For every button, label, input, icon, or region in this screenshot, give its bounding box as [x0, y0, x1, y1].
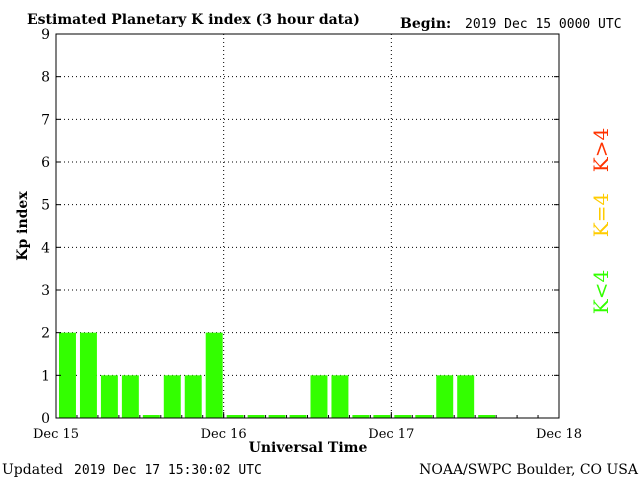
kp-bar [205, 332, 223, 418]
y-tick-label: 0 [41, 411, 50, 427]
legend-below: K<4 [589, 270, 613, 314]
kp-bar [331, 375, 349, 418]
kp-bar [247, 415, 265, 418]
source-credit: NOAA/SWPC Boulder, CO USA [419, 462, 639, 478]
y-ticks: 0 1 2 3 4 5 6 7 8 9 [41, 27, 559, 427]
kp-bar [289, 415, 307, 418]
bars-group [59, 332, 496, 418]
kp-bar [226, 415, 244, 418]
x-ticks: Dec 15 Dec 16 Dec 17 Dec 18 [33, 412, 582, 442]
updated-value: 2019 Dec 17 15:30:02 UTC [74, 463, 262, 478]
chart-title: Estimated Planetary K index (3 hour data… [27, 12, 360, 28]
y-tick-label: 8 [41, 70, 50, 86]
y-tick-label: 7 [41, 112, 50, 128]
y-tick-label: 1 [41, 368, 50, 384]
y-tick-label: 2 [41, 326, 50, 342]
y-axis-label: Kp index [15, 191, 31, 261]
begin-label: Begin: [400, 16, 451, 32]
kp-bar [184, 375, 202, 418]
y-tick-label: 6 [41, 155, 50, 171]
kp-bar [415, 415, 433, 418]
plot-area: 0 1 2 3 4 5 6 7 8 9 Dec 15 Dec 16 Dec 17 Dec 18 [33, 27, 582, 442]
kp-bar [436, 375, 454, 418]
kp-bar [310, 375, 328, 418]
begin-value: 2019 Dec 15 0000 UTC [465, 17, 622, 32]
kp-bar [268, 415, 286, 418]
kp-bar [79, 332, 97, 418]
kp-bar [142, 415, 160, 418]
kp-bar [163, 375, 181, 418]
updated-label: Updated [2, 462, 63, 478]
plot-frame [55, 33, 560, 419]
x-tick-label: Dec 18 [536, 427, 582, 442]
y-tick-label: 5 [41, 198, 50, 214]
kp-bar [394, 415, 412, 418]
kp-bar [478, 415, 496, 418]
kp-bar [373, 415, 391, 418]
kp-bar [352, 415, 370, 418]
legend-above: K>4 [589, 128, 613, 172]
x-axis-label: Universal Time [249, 440, 368, 456]
y-tick-label: 9 [41, 27, 50, 43]
x-tick-label: Dec 15 [33, 427, 79, 442]
x-tick-label: Dec 17 [368, 427, 414, 442]
kp-bar [100, 375, 118, 418]
y-tick-label: 3 [41, 283, 50, 299]
kp-bar [59, 332, 76, 418]
legend-equal: K=4 [589, 193, 613, 237]
kp-bar [457, 375, 475, 418]
grid-lines [56, 34, 559, 418]
x-tick-label: Dec 16 [201, 427, 247, 442]
y-tick-label: 4 [41, 240, 50, 256]
kp-bar [121, 375, 139, 418]
